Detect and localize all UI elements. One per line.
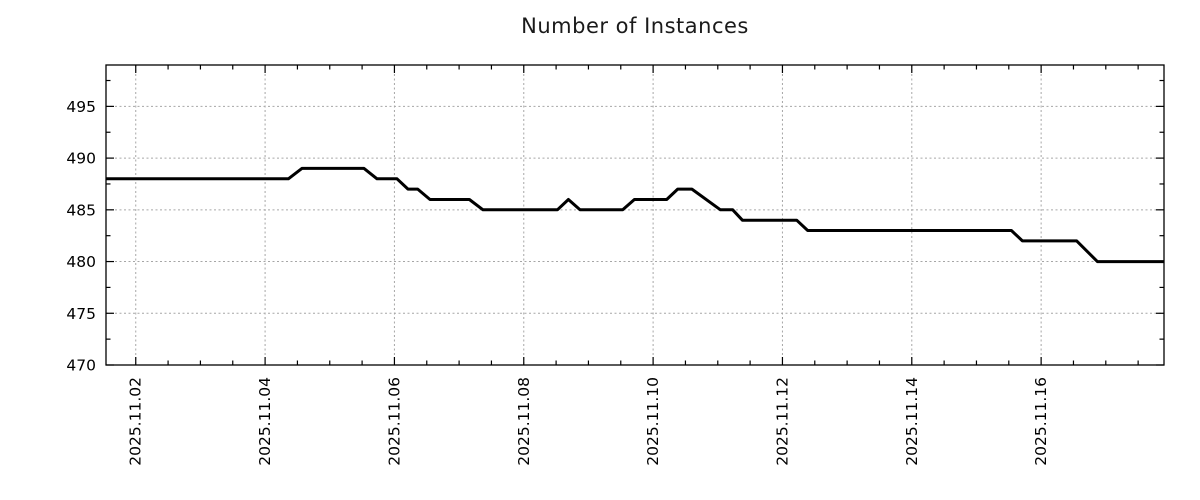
y-tick-label: 485 [66,201,96,219]
x-tick-label: 2025.11.04 [256,377,274,466]
x-tick-label: 2025.11.10 [644,377,662,466]
y-tick-label: 470 [66,357,96,375]
x-tick-label: 2025.11.08 [515,377,533,466]
plot-border [105,64,1165,366]
y-tick-label: 480 [66,253,96,271]
y-tick-label: 475 [66,305,96,323]
x-tick-label: 2025.11.06 [385,377,403,466]
chart-title: Number of Instances [521,14,749,38]
y-tick-label: 490 [66,150,96,168]
x-tick-label: 2025.11.12 [773,377,791,466]
y-tick-label: 495 [66,98,96,116]
x-tick-label: 2025.11.02 [127,377,145,466]
x-tick-label: 2025.11.14 [903,377,921,466]
x-tick-label: 2025.11.16 [1032,377,1050,466]
series-line [106,166,1164,264]
